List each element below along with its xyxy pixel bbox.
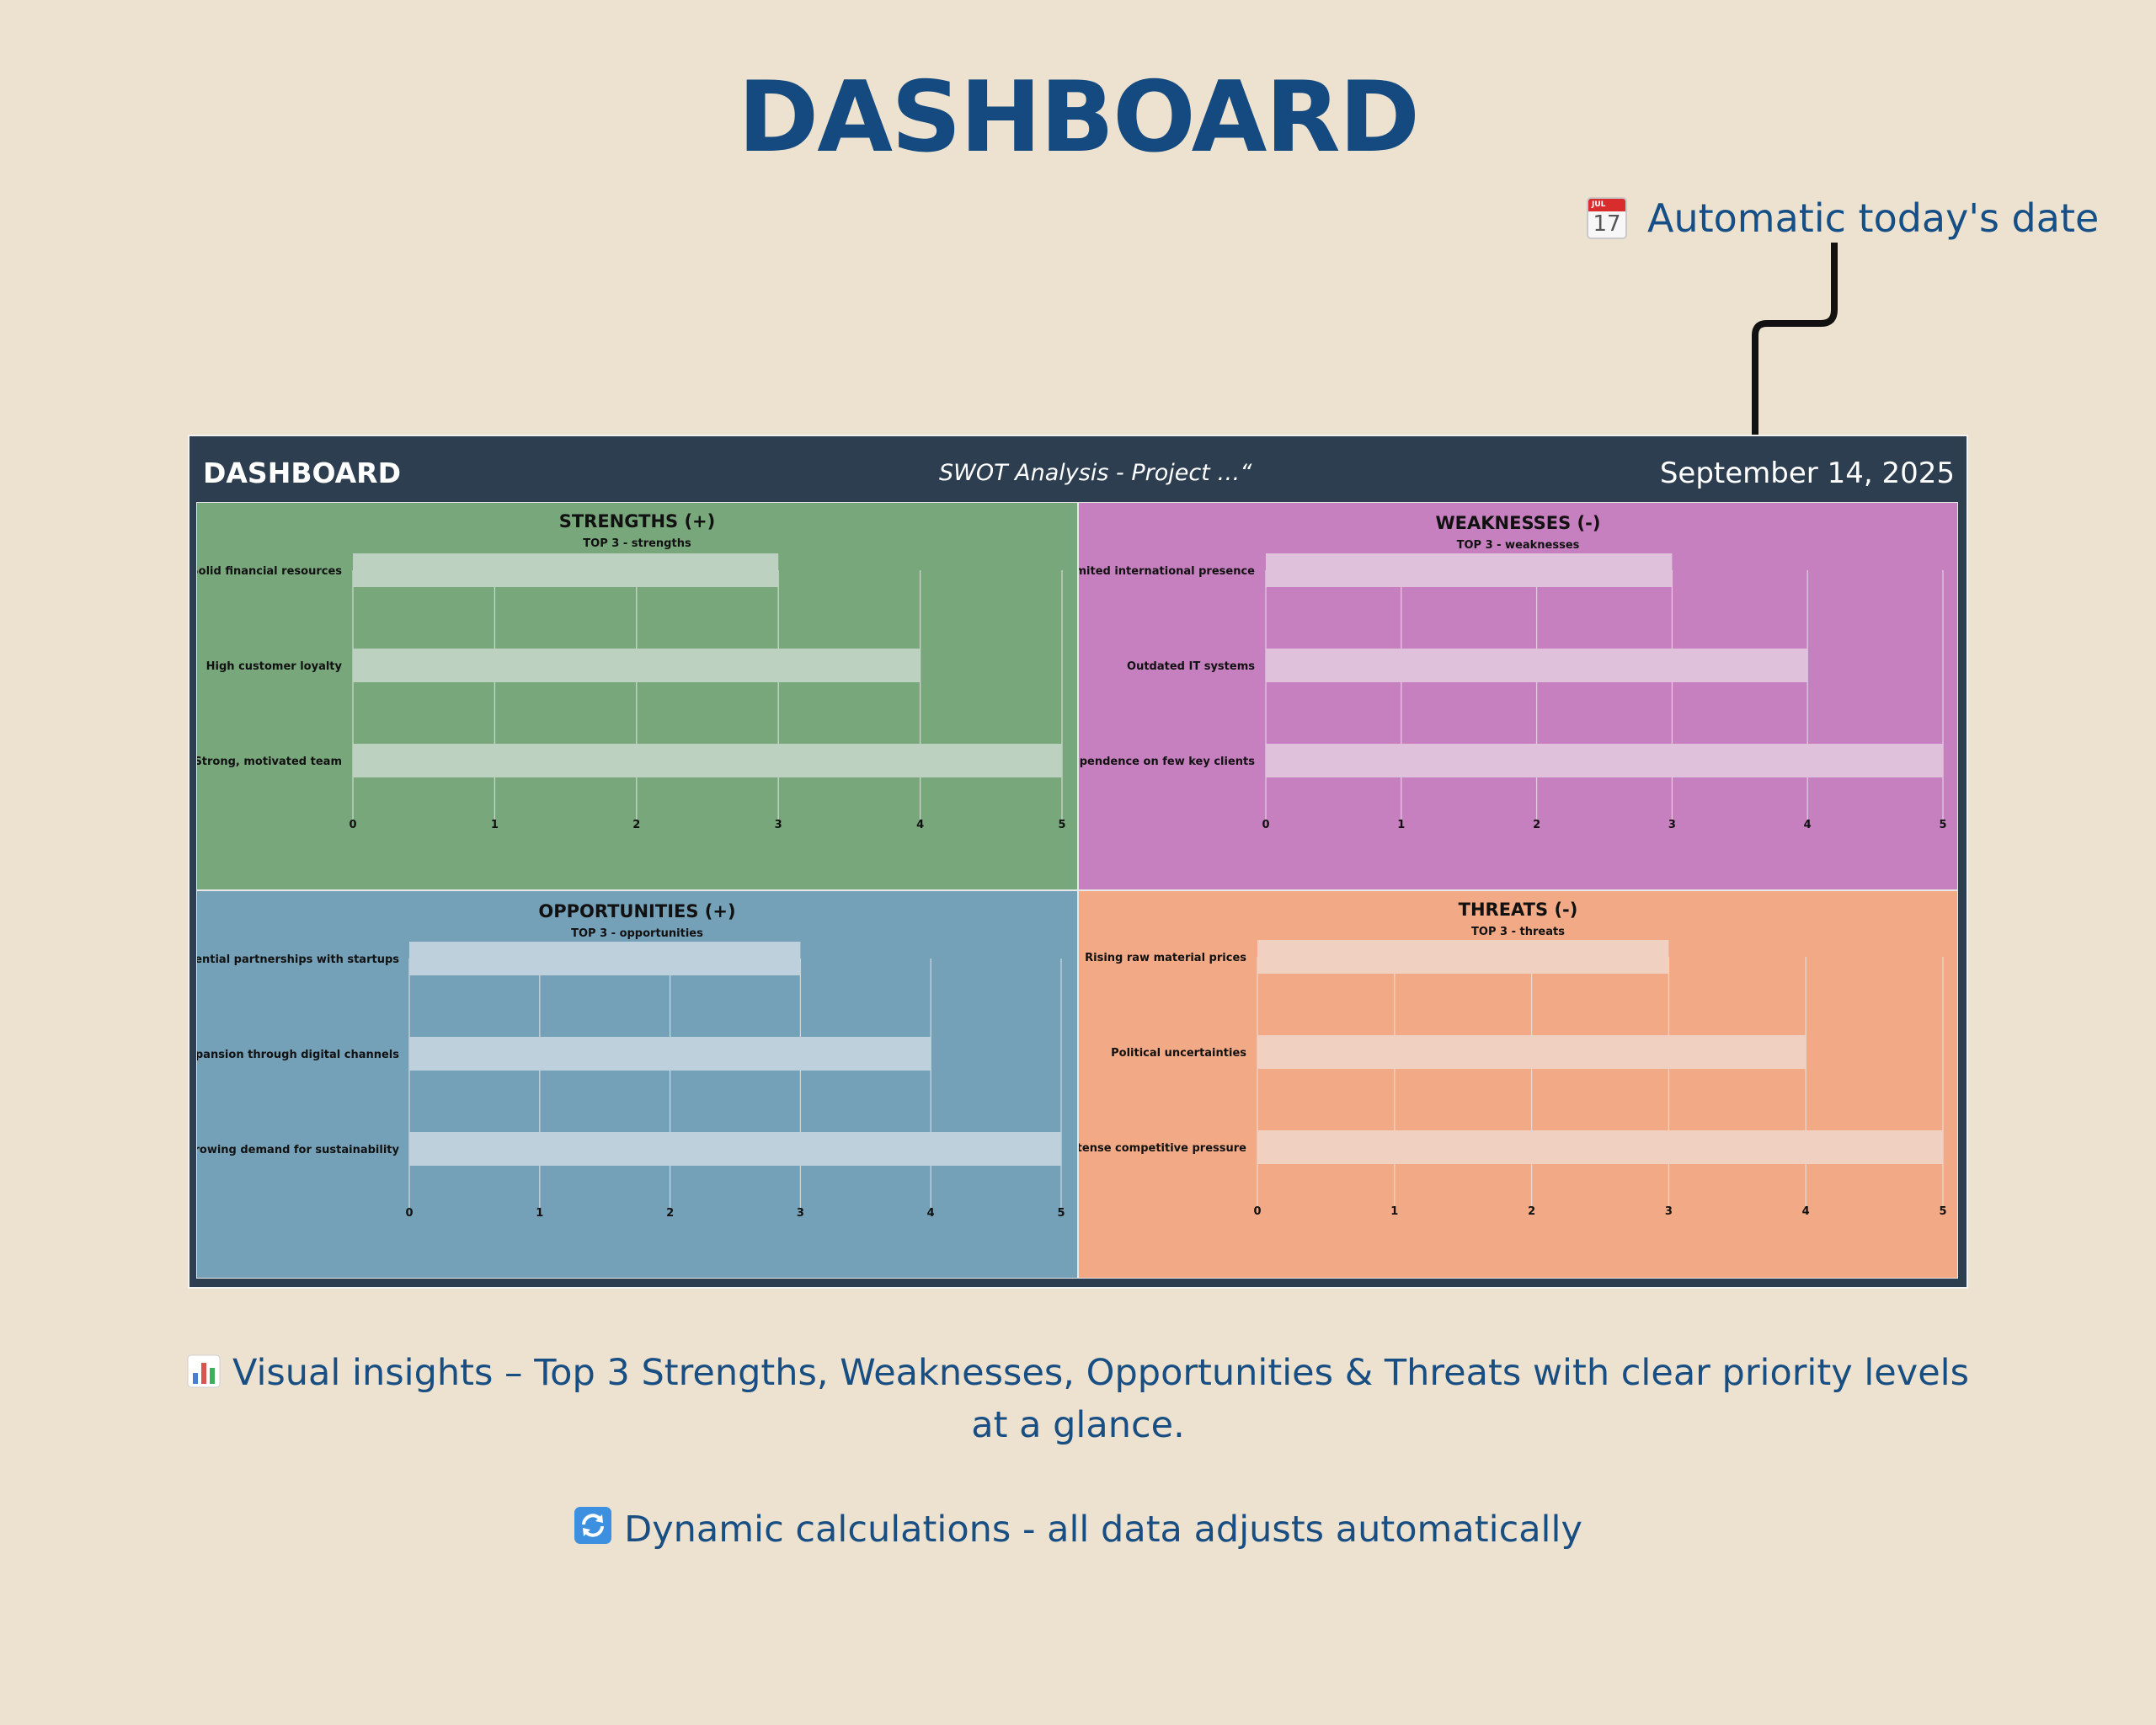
callout-arrow-icon bbox=[1742, 243, 1838, 463]
opportunities-category-label: Potential partnerships with startups bbox=[197, 953, 399, 966]
threats-bar bbox=[1257, 1130, 1943, 1164]
insight-text-line1: Visual insights – Top 3 Strengths, Weakn… bbox=[232, 1352, 1970, 1394]
weaknesses-bar bbox=[1266, 744, 1943, 777]
weaknesses-title: WEAKNESSES (-) bbox=[1435, 513, 1601, 533]
page-title: DASHBOARD bbox=[738, 61, 1420, 174]
swot-dashboard: DASHBOARD SWOT Analysis - Project …“ Sep… bbox=[188, 435, 1968, 1289]
strengths-title: STRENGTHS (+) bbox=[558, 511, 716, 531]
threats-tick-label: 1 bbox=[1390, 1205, 1398, 1218]
callout-text: Automatic today's date bbox=[1647, 195, 2100, 241]
weaknesses-bar bbox=[1266, 553, 1673, 587]
opportunities-tick-label: 4 bbox=[927, 1207, 935, 1220]
weaknesses-subtitle: TOP 3 - weaknesses bbox=[1456, 539, 1580, 552]
calendar-icon: JUL 17 bbox=[1587, 197, 1627, 239]
weaknesses-panel: WEAKNESSES (-) TOP 3 - weaknesses Limite… bbox=[1078, 502, 1958, 890]
opportunities-bar bbox=[409, 942, 801, 975]
dashboard-title: DASHBOARD bbox=[203, 457, 401, 489]
strengths-tick-label: 1 bbox=[491, 819, 499, 831]
strengths-category-label: Strong, motivated team bbox=[197, 756, 342, 768]
threats-bar bbox=[1257, 940, 1669, 974]
threats-title: THREATS (-) bbox=[1458, 900, 1578, 920]
threats-tick-label: 4 bbox=[1802, 1205, 1810, 1218]
date-callout: JUL 17 Automatic today's date bbox=[1587, 192, 2099, 244]
strengths-subtitle: TOP 3 - strengths bbox=[583, 537, 691, 550]
threats-tick-label: 5 bbox=[1939, 1205, 1946, 1218]
weaknesses-category-label: Outdated IT systems bbox=[1127, 660, 1255, 673]
opportunities-tick-label: 5 bbox=[1057, 1207, 1065, 1220]
strengths-bar bbox=[353, 649, 921, 682]
opportunities-tick-label: 0 bbox=[405, 1207, 413, 1220]
weaknesses-tick-label: 4 bbox=[1804, 819, 1812, 831]
opportunities-category-label: Expansion through digital channels bbox=[197, 1049, 399, 1061]
opportunities-category-label: Growing demand for sustainability bbox=[197, 1144, 400, 1156]
refresh-icon bbox=[574, 1507, 612, 1544]
opportunities-bar bbox=[409, 1037, 931, 1071]
weaknesses-tick-label: 1 bbox=[1397, 819, 1405, 831]
opportunities-bar bbox=[409, 1132, 1061, 1166]
threats-category-label: Political uncertainties bbox=[1111, 1047, 1246, 1060]
threats-tick-label: 3 bbox=[1665, 1205, 1673, 1218]
insight-text-line2: at a glance. bbox=[971, 1404, 1185, 1446]
strengths-tick-label: 0 bbox=[349, 819, 356, 831]
weaknesses-category-label: Limited international presence bbox=[1079, 565, 1255, 578]
weaknesses-chart: Limited international presence Outdated I… bbox=[1079, 553, 1947, 831]
dynamic-text: Dynamic calculations - all data adjusts … bbox=[624, 1509, 1582, 1551]
threats-chart: Rising raw material prices Political unce… bbox=[1079, 940, 1947, 1218]
opportunities-panel: OPPORTUNITIES (+) TOP 3 - opportunities … bbox=[196, 890, 1078, 1279]
strengths-tick-label: 4 bbox=[916, 819, 924, 831]
strengths-category-label: Solid financial resources bbox=[197, 565, 342, 578]
strengths-panel: STRENGTHS (+) TOP 3 - strengths Solid fi… bbox=[196, 502, 1078, 890]
strengths-bar bbox=[353, 553, 779, 587]
weaknesses-tick-label: 2 bbox=[1533, 819, 1540, 831]
threats-bar bbox=[1257, 1035, 1806, 1069]
bar-chart-icon bbox=[187, 1354, 221, 1388]
calendar-icon-month: JUL bbox=[1588, 199, 1625, 211]
weaknesses-tick-label: 0 bbox=[1262, 819, 1269, 831]
opportunities-chart: Potential partnerships with startups Expa… bbox=[197, 942, 1065, 1220]
threats-category-label: Rising raw material prices bbox=[1085, 952, 1246, 964]
opportunities-tick-label: 3 bbox=[797, 1207, 804, 1220]
opportunities-tick-label: 2 bbox=[666, 1207, 674, 1220]
strengths-tick-label: 3 bbox=[775, 819, 782, 831]
strengths-category-label: High customer loyalty bbox=[206, 660, 343, 673]
insight-line: Visual insights – Top 3 Strengths, Weakn… bbox=[0, 1347, 2156, 1399]
opportunities-title: OPPORTUNITIES (+) bbox=[538, 901, 736, 921]
threats-subtitle: TOP 3 - threats bbox=[1471, 926, 1565, 938]
strengths-tick-label: 2 bbox=[632, 819, 640, 831]
calendar-icon-day: 17 bbox=[1593, 211, 1621, 237]
opportunities-tick-label: 1 bbox=[536, 1207, 543, 1220]
weaknesses-tick-label: 5 bbox=[1939, 819, 1946, 831]
strengths-bar bbox=[353, 744, 1062, 777]
strengths-tick-label: 5 bbox=[1058, 819, 1065, 831]
threats-panel: THREATS (-) TOP 3 - threats Rising raw m… bbox=[1078, 890, 1958, 1279]
dynamic-line: Dynamic calculations - all data adjusts … bbox=[0, 1503, 2156, 1556]
weaknesses-category-label: Dependence on few key clients bbox=[1079, 756, 1255, 768]
weaknesses-tick-label: 3 bbox=[1668, 819, 1676, 831]
strengths-chart: Solid financial resources High customer l… bbox=[197, 553, 1066, 831]
threats-tick-label: 2 bbox=[1528, 1205, 1535, 1218]
threats-category-label: Intense competitive pressure bbox=[1079, 1142, 1246, 1155]
weaknesses-bar bbox=[1266, 649, 1808, 682]
opportunities-subtitle: TOP 3 - opportunities bbox=[571, 927, 703, 940]
threats-tick-label: 0 bbox=[1253, 1205, 1261, 1218]
dashboard-date: September 14, 2025 bbox=[1659, 457, 1955, 490]
dashboard-subtitle: SWOT Analysis - Project …“ bbox=[939, 460, 1252, 486]
